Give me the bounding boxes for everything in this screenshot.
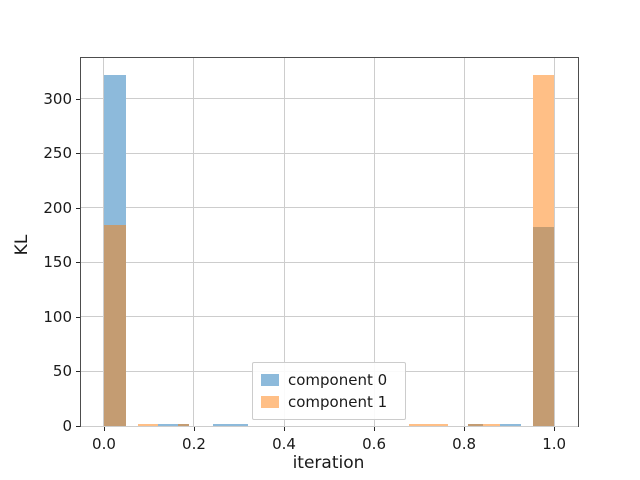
x-tick-mark (103, 427, 105, 431)
histogram-bar (212, 423, 248, 426)
x-tick-label: 0.4 (272, 435, 296, 453)
y-tick-mark (76, 371, 80, 373)
y-tick-label: 100 (43, 307, 72, 326)
y-tick-label: 150 (43, 253, 72, 272)
histogram-bar (499, 423, 522, 426)
histogram-bar (138, 423, 158, 426)
histogram-bar (532, 227, 555, 426)
y-tick-label: 50 (52, 362, 72, 381)
y-tick-label: 300 (43, 89, 72, 108)
x-tick-label: 0.0 (92, 435, 116, 453)
legend-entry-component-0: component 0 (261, 371, 397, 389)
y-axis-label: KL (12, 234, 32, 256)
legend: component 0 component 1 (252, 362, 406, 420)
y-tick-mark (76, 98, 80, 100)
y-tick-mark (76, 262, 80, 264)
histogram-bar (483, 423, 500, 426)
legend-entry-component-1: component 1 (261, 393, 397, 411)
y-tick-label: 0 (62, 417, 72, 435)
x-tick-mark (193, 427, 195, 431)
x-axis-label: iteration (292, 453, 365, 473)
y-tick-label: 200 (43, 198, 72, 217)
gridline-horizontal (81, 261, 578, 263)
gridline-vertical (553, 58, 555, 426)
gridline-vertical (373, 58, 375, 426)
gridline-vertical (283, 58, 285, 426)
y-tick-mark (76, 207, 80, 209)
histogram-bar (103, 225, 126, 426)
x-tick-label: 0.6 (362, 435, 386, 453)
x-tick-label: 0.8 (452, 435, 477, 453)
gridline-horizontal (81, 152, 578, 154)
gridline-horizontal (81, 425, 578, 427)
gridline-vertical (193, 58, 195, 426)
x-tick-mark (284, 427, 286, 431)
legend-swatch-component-1 (261, 396, 279, 408)
histogram-bar (409, 423, 448, 426)
legend-label: component 1 (288, 393, 388, 411)
x-tick-label: 1.0 (542, 435, 567, 453)
x-tick-mark (374, 427, 376, 431)
gridline-horizontal (81, 207, 578, 209)
x-tick-mark (464, 427, 466, 431)
histogram-bar (467, 423, 483, 426)
y-tick-mark (76, 316, 80, 318)
gridline-horizontal (81, 98, 578, 100)
gridline-vertical (463, 58, 465, 426)
y-tick-label: 250 (43, 144, 72, 163)
x-tick-label: 0.2 (182, 435, 206, 453)
histogram-bar (157, 423, 178, 426)
gridline-horizontal (81, 316, 578, 318)
y-tick-mark (76, 153, 80, 155)
legend-swatch-component-0 (261, 374, 279, 386)
x-tick-mark (554, 427, 556, 431)
legend-label: component 0 (288, 371, 388, 389)
histogram-bar (177, 423, 190, 426)
y-tick-mark (76, 426, 80, 427)
